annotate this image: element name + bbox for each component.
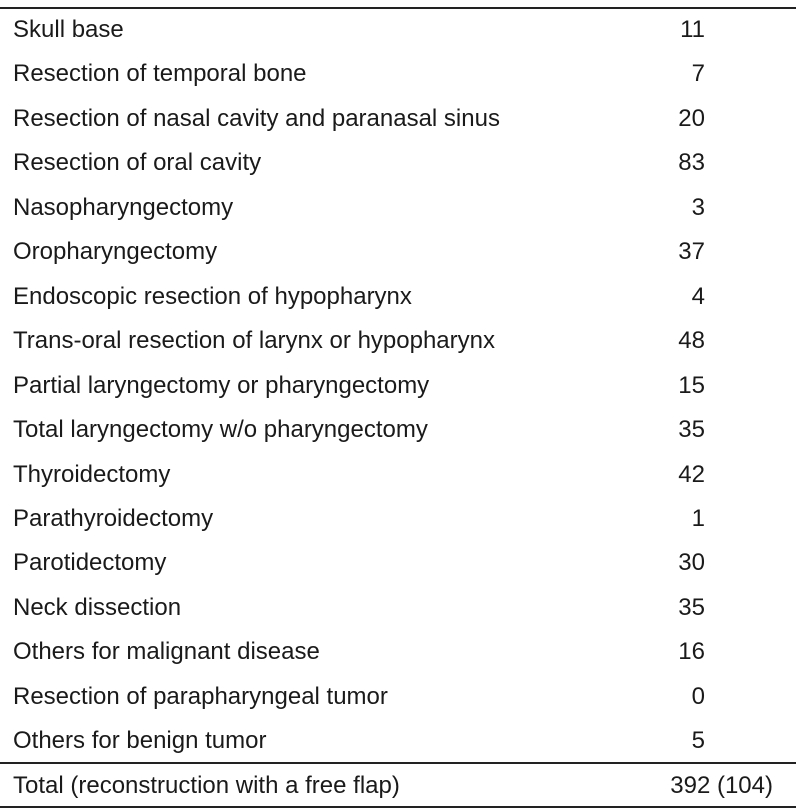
total-rule [0, 762, 796, 764]
row-value: 30 [678, 549, 705, 577]
row-label: Oropharyngectomy [13, 238, 218, 266]
row-value: 35 [678, 416, 705, 444]
row-label: Resection of temporal bone [13, 60, 307, 88]
row-value: 83 [678, 149, 705, 177]
row-value: 5 [691, 727, 705, 755]
row-label: Trans-oral resection of larynx or hypoph… [13, 327, 495, 355]
top-rule [0, 7, 796, 9]
row-value: 11 [680, 16, 705, 43]
row-label: Resection of nasal cavity and paranasal … [13, 104, 500, 132]
row-label: Nasopharyngectomy [13, 193, 234, 221]
row-label: Parotidectomy [13, 549, 167, 577]
row-value: 0 [691, 682, 705, 710]
row-value: 7 [691, 60, 705, 88]
row-label: Thyroidectomy [13, 460, 171, 488]
row-label: Total laryngectomy w/o pharyngectomy [13, 416, 428, 444]
row-label: Endoscopic resection of hypopharynx [13, 282, 412, 310]
row-value: 3 [691, 193, 705, 221]
row-value: 1 [691, 504, 705, 532]
row-value: 48 [678, 327, 705, 355]
row-value: 42 [678, 460, 705, 488]
row-value: 16 [678, 638, 705, 666]
row-label: Others for benign tumor [13, 727, 267, 755]
row-label: Partial laryngectomy or pharyngectomy [13, 371, 430, 399]
row-label: Others for malignant disease [13, 638, 320, 666]
row-label: Resection of oral cavity [13, 149, 262, 177]
total-label: Total (reconstruction with a free flap) [13, 772, 400, 799]
row-value: 15 [678, 371, 705, 399]
row-value: 35 [678, 593, 705, 621]
row-label: Neck dissection [13, 593, 182, 621]
row-label: Parathyroidectomy [13, 504, 214, 532]
total-value: 392 (104) [670, 772, 773, 799]
row-value: 37 [678, 238, 705, 266]
row-label: Skull base [13, 16, 124, 43]
bottom-rule [0, 806, 796, 808]
row-label: Resection of parapharyngeal tumor [13, 682, 388, 710]
row-value: 20 [678, 104, 705, 132]
row-value: 4 [691, 282, 705, 310]
